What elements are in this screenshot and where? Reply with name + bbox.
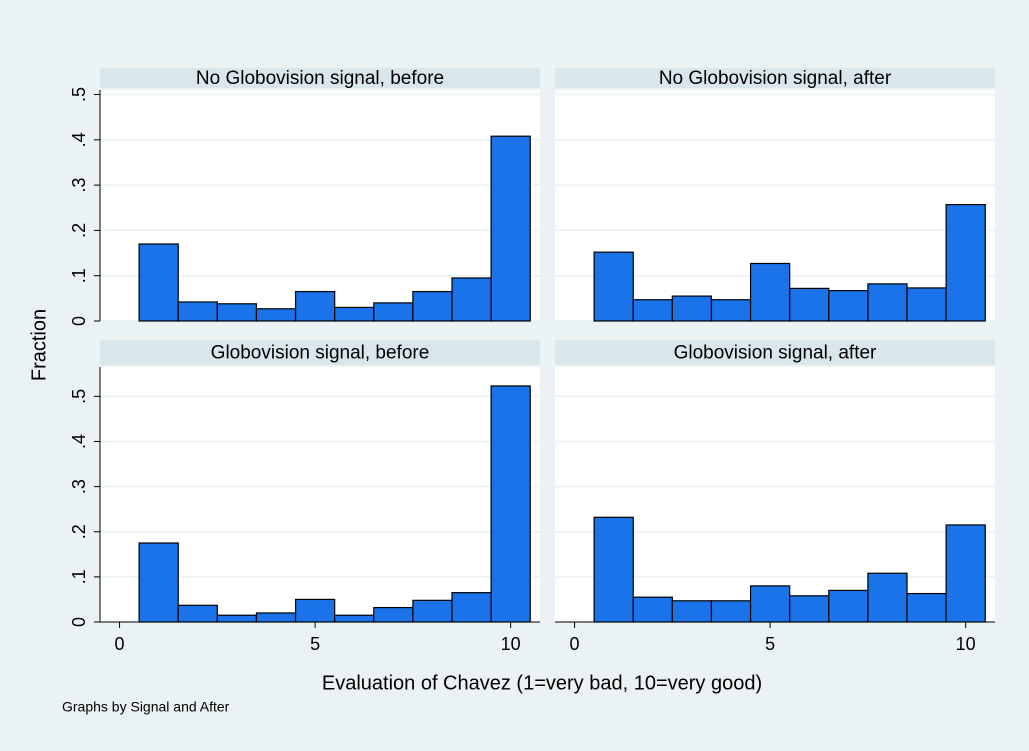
panel-header [100, 68, 540, 88]
bar [671, 600, 713, 623]
bar [373, 302, 414, 322]
y-tick-label: .4 [69, 132, 89, 147]
y-axis-label: Fraction [28, 309, 50, 381]
bar [412, 290, 453, 322]
bar [632, 596, 673, 623]
bar [177, 301, 218, 322]
bar [412, 599, 453, 623]
bar [749, 262, 791, 322]
panel-title: Globovision signal, before [211, 343, 430, 364]
bar [138, 542, 179, 623]
bar [906, 287, 947, 322]
panel-title: No Globovision signal, before [196, 68, 444, 89]
bar [945, 203, 986, 322]
y-tick-label: .5 [69, 389, 89, 404]
bar [945, 524, 986, 623]
bar [451, 277, 492, 322]
panel-header [100, 340, 540, 365]
bar [255, 308, 297, 322]
y-tick-label: .4 [69, 434, 89, 449]
bar [789, 595, 830, 623]
x-tick-label: 0 [115, 634, 125, 654]
bar [749, 585, 791, 623]
y-tick-label: .3 [69, 178, 89, 193]
y-tick-label: .5 [69, 87, 89, 102]
bar [451, 592, 492, 623]
bar [593, 251, 634, 322]
x-tick-label: 5 [765, 634, 775, 654]
panel-header [555, 68, 995, 88]
y-tick-label: 0 [69, 316, 89, 326]
x-axis-label: Evaluation of Chavez (1=very bad, 10=ver… [322, 672, 762, 694]
bar [867, 572, 908, 623]
y-tick-label: .3 [69, 479, 89, 494]
bar [906, 592, 947, 623]
panel-header [555, 340, 995, 365]
bar [334, 306, 375, 322]
bar [216, 303, 258, 322]
note: Graphs by Signal and After [62, 699, 230, 715]
y-tick-label: 0 [69, 617, 89, 627]
x-tick-label: 0 [570, 634, 580, 654]
bar [490, 385, 531, 623]
bar [710, 299, 752, 322]
y-tick-label: .2 [69, 524, 89, 539]
bar [138, 243, 179, 322]
bar [490, 135, 531, 322]
bar [294, 290, 336, 322]
panel-title: No Globovision signal, after [659, 68, 892, 89]
x-tick-label: 5 [310, 634, 320, 654]
bar [671, 295, 713, 322]
bar [294, 598, 336, 623]
bar [177, 604, 218, 623]
bar [373, 606, 414, 623]
bar [593, 516, 634, 623]
y-tick-label: .2 [69, 223, 89, 238]
y-tick-label: .1 [69, 268, 89, 283]
bar [632, 299, 673, 322]
x-tick-label: 10 [501, 634, 521, 654]
bar [867, 283, 908, 322]
y-tick-label: .1 [69, 569, 89, 584]
bar [789, 287, 830, 322]
x-tick-label: 10 [956, 634, 976, 654]
panel-title: Globovision signal, after [674, 343, 877, 364]
bar [255, 612, 297, 623]
bar [710, 600, 752, 623]
bar [828, 589, 869, 623]
bar [216, 614, 258, 623]
bar [828, 290, 869, 322]
bar [334, 614, 375, 623]
